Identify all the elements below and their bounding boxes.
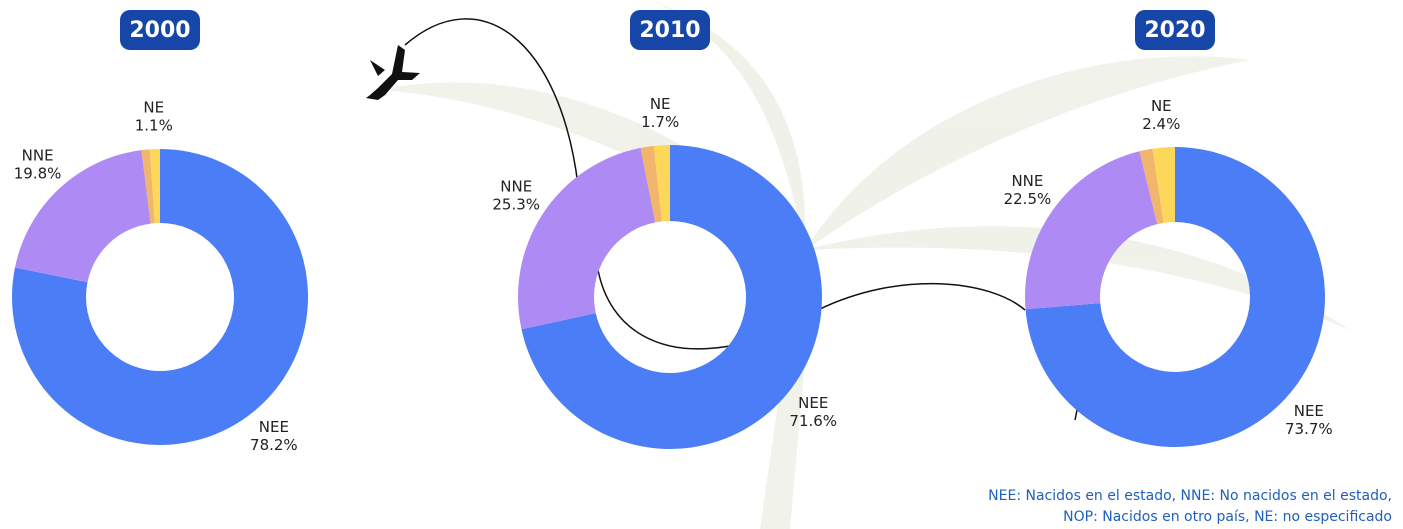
value-label: 73.7% <box>1285 420 1333 438</box>
donut-slice <box>518 148 655 329</box>
slice-label: NE <box>143 99 164 117</box>
chart-title: 2000 <box>129 18 190 43</box>
chart-title: 2010 <box>639 18 700 43</box>
slice-label: NNE <box>500 177 532 195</box>
footnote: NEE: Nacidos en el estado, NNE: No nacid… <box>988 488 1392 504</box>
slice-label: NNE <box>22 147 54 165</box>
donut-slice <box>1025 151 1157 309</box>
value-label: 19.8% <box>14 165 62 183</box>
slice-label: NE <box>1151 97 1172 115</box>
slice-label: NEE <box>798 394 828 412</box>
slice-label: NEE <box>259 418 289 436</box>
slice-label: NNE <box>1011 172 1043 190</box>
chart-title: 2020 <box>1144 18 1205 43</box>
value-label: 1.7% <box>641 113 679 131</box>
value-label: 25.3% <box>492 195 540 213</box>
value-label: 1.1% <box>135 117 173 135</box>
slice-label: NEE <box>1294 402 1324 420</box>
chart: NEE: Nacidos en el estado, NNE: No nacid… <box>0 0 1403 529</box>
slice-label: NE <box>650 95 671 113</box>
value-label: 22.5% <box>1004 190 1052 208</box>
value-label: 2.4% <box>1142 115 1180 133</box>
footnote: NOP: Nacidos en otro país, NE: no especi… <box>1063 509 1392 525</box>
value-label: 71.6% <box>789 412 837 430</box>
value-label: 78.2% <box>250 436 298 454</box>
